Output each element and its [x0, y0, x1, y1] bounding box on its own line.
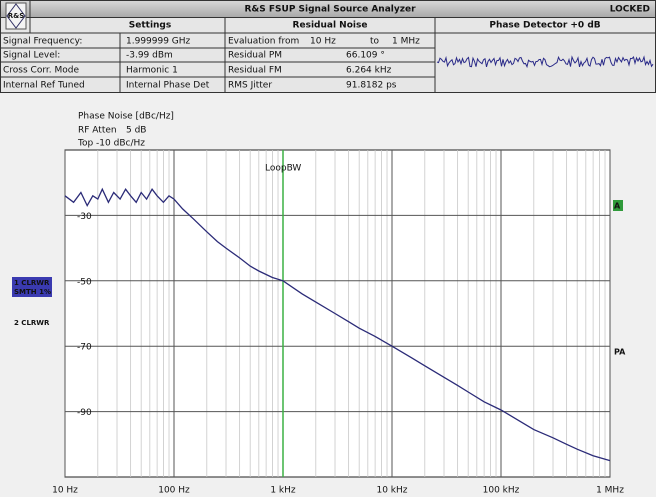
x-tick-label: 10 Hz [52, 486, 78, 496]
setting-value: Internal Phase Det [126, 81, 210, 91]
residual-cell: Residual PM [228, 51, 282, 61]
header-table [0, 17, 656, 93]
setting-value: Harmonic 1 [126, 66, 178, 76]
phase-detector-trace [436, 55, 654, 69]
trace-label: 2 CLRWR [14, 319, 50, 327]
setting-label: Signal Level: [3, 51, 60, 61]
column-header: Settings [129, 21, 171, 31]
plot-area [64, 149, 611, 478]
x-tick-label: 10 kHz [376, 486, 407, 496]
side-label: PA [614, 348, 626, 357]
residual-cell: 6.264 kHz [346, 66, 392, 76]
header-grid [0, 0, 656, 93]
column-header: Residual Noise [293, 21, 368, 31]
setting-value: 1.999999 GHz [126, 37, 191, 47]
x-tick-label: 1 kHz [270, 486, 296, 496]
trace-label: SMTH 1% [14, 288, 51, 296]
info: 5 dB [126, 126, 146, 136]
logo [5, 2, 27, 30]
side-label: A [614, 202, 621, 211]
info: RF Atten [78, 126, 117, 136]
residual-cell: 1 MHz [392, 37, 420, 47]
residual-cell: 10 Hz [310, 37, 336, 47]
setting-value: -3.99 dBm [126, 51, 173, 61]
y-tick-label: -70 [77, 343, 92, 353]
status: LOCKED [610, 5, 650, 15]
y-tick-label: -90 [77, 408, 92, 418]
setting-label: Cross Corr. Mode [3, 66, 79, 76]
x-tick-label: 100 kHz [483, 486, 520, 496]
y-tick-label: -30 [77, 212, 92, 222]
setting-label: Signal Frequency: [3, 37, 82, 47]
info: Top -10 dBc/Hz [77, 139, 145, 149]
y-tick-label: -50 [77, 277, 92, 287]
residual-cell: 91.8182 ps [346, 81, 397, 91]
column-header: Phase Detector +0 dB [489, 21, 600, 31]
app-title: R&S FSUP Signal Source Analyzer [244, 5, 416, 15]
y-axis-label: Phase Noise [dBc/Hz] [78, 112, 174, 122]
residual-cell: 66.109 ° [346, 51, 385, 61]
x-tick-label: 1 MHz [596, 486, 624, 496]
annotation-label: LoopBW [265, 164, 301, 174]
trace-label-bg [12, 277, 52, 297]
logo-text: R&S [8, 12, 25, 20]
trace [64, 187, 611, 462]
x-tick-label: 100 Hz [158, 486, 190, 496]
residual-cell: to [370, 37, 380, 47]
trace-label: 1 CLRWR [14, 279, 50, 287]
setting-label: Internal Ref Tuned [3, 81, 85, 91]
residual-cell: Evaluation from [228, 37, 299, 47]
side-marker-bg [613, 200, 623, 211]
residual-cell: RMS Jitter [228, 81, 272, 91]
residual-cell: Residual FM [228, 66, 282, 76]
